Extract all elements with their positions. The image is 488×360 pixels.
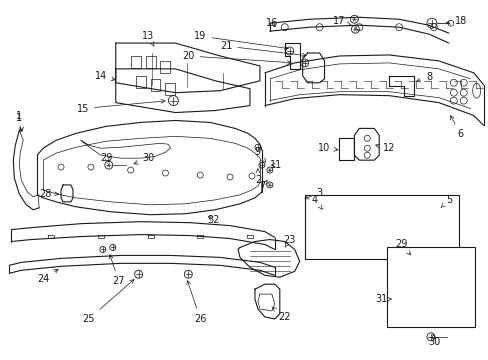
Text: 6: 6 [449,116,463,139]
Text: 23: 23 [283,234,295,247]
Text: 31: 31 [374,294,390,304]
Text: 17: 17 [333,16,350,26]
Text: 22: 22 [272,307,290,322]
Text: 15: 15 [77,99,164,113]
Bar [304,195,458,260]
Text: 24: 24 [37,269,58,284]
Text: 4: 4 [311,195,322,209]
Text: 14: 14 [95,71,115,81]
Text: 13: 13 [142,31,154,46]
Text: 27: 27 [109,255,125,286]
Text: 11: 11 [269,160,282,170]
Text: 29: 29 [101,153,113,163]
Text: 7: 7 [258,180,267,191]
Text: 12: 12 [375,143,395,153]
Text: 9: 9 [254,147,265,162]
Text: 25: 25 [82,280,134,324]
Text: 30: 30 [428,334,440,347]
Text: 5: 5 [440,195,451,208]
Text: 1: 1 [16,113,23,131]
Text: 16: 16 [265,18,277,28]
Text: 30: 30 [134,153,154,164]
Text: 21: 21 [220,41,305,57]
Text: 32: 32 [206,215,219,225]
Bar [160,61,170,73]
Bar [130,56,141,68]
Text: 18: 18 [446,16,466,26]
Bar [150,79,160,91]
Text: 10: 10 [318,143,337,153]
Text: 3: 3 [305,188,322,199]
Text: 20: 20 [182,51,290,64]
Text: 19: 19 [194,31,287,50]
Bar [386,247,474,327]
Text: 29: 29 [394,239,410,255]
Bar [135,76,145,88]
Text: 26: 26 [186,280,206,324]
Text: 2: 2 [254,169,261,185]
Text: 28: 28 [39,189,59,199]
Text: 1: 1 [16,111,22,132]
Bar [145,56,155,68]
Bar [165,83,175,95]
Text: 8: 8 [415,72,431,82]
